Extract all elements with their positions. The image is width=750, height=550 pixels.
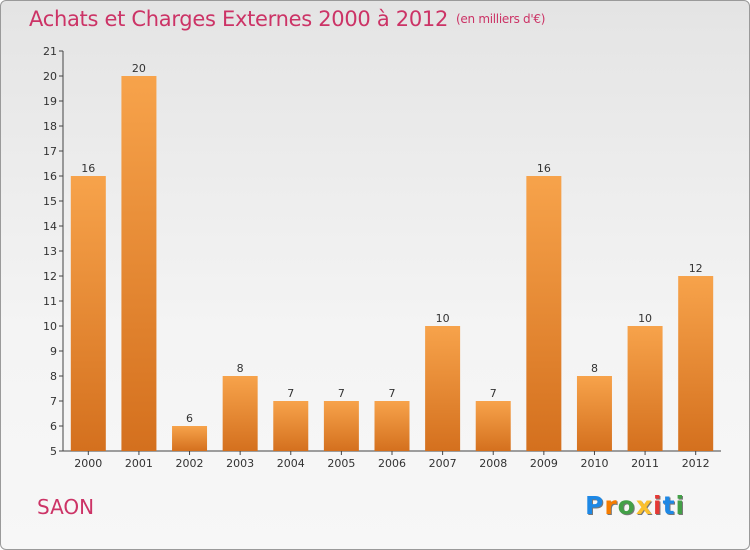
chart-subtitle: (en milliers d'€) xyxy=(456,12,546,26)
bar-value-label: 7 xyxy=(338,387,345,400)
bar-value-label: 8 xyxy=(237,362,244,375)
bar-value-label: 16 xyxy=(81,162,95,175)
logo-letter: i xyxy=(653,491,663,520)
logo-letter: t xyxy=(662,491,676,520)
bar-value-label: 6 xyxy=(186,412,193,425)
logo-letter: P xyxy=(585,491,605,520)
x-tick-label: 2000 xyxy=(74,457,102,470)
bar xyxy=(70,176,106,451)
bar-value-label: 16 xyxy=(537,162,551,175)
y-tick-label: 21 xyxy=(43,45,57,58)
y-tick-label: 20 xyxy=(43,70,57,83)
axes: 5 6 7 8 9 10 11 12 13 14 15 16 17 18 19 20 21 2000 2001 200… xyxy=(43,45,721,470)
y-tick-label: 19 xyxy=(43,95,57,108)
place-name: SAON xyxy=(37,495,95,519)
bar xyxy=(576,376,612,451)
bars xyxy=(70,76,714,451)
logo-letter: r xyxy=(604,491,618,520)
x-tick-label: 2005 xyxy=(327,457,355,470)
bar xyxy=(273,401,309,451)
y-tick-label: 17 xyxy=(43,145,57,158)
y-tick-label: 11 xyxy=(43,295,57,308)
chart-title-text: Achats et Charges Externes 2000 à 2012 xyxy=(29,7,449,31)
bar xyxy=(323,401,359,451)
x-tick-label: 2002 xyxy=(176,457,204,470)
bar xyxy=(374,401,410,451)
x-tick-label: 2006 xyxy=(378,457,406,470)
x-tick-label: 2009 xyxy=(530,457,558,470)
y-tick-label: 6 xyxy=(50,420,57,433)
bar-value-label: 20 xyxy=(132,62,146,75)
x-tick-label: 2007 xyxy=(429,457,457,470)
bar-value-label: 7 xyxy=(287,387,294,400)
x-tick-label: 2012 xyxy=(682,457,710,470)
x-tick-label: 2010 xyxy=(580,457,608,470)
logo-letter: i xyxy=(675,491,686,520)
proxiti-logo[interactable]: Proxiti xyxy=(585,491,685,520)
y-tick-label: 13 xyxy=(43,245,57,258)
x-tick-label: 2011 xyxy=(631,457,659,470)
bar xyxy=(627,326,663,451)
bar xyxy=(121,76,157,451)
x-tick-label: 2001 xyxy=(125,457,153,470)
y-tick-label: 5 xyxy=(50,445,57,458)
bar xyxy=(678,276,714,451)
y-tick-label: 14 xyxy=(43,220,57,233)
bar xyxy=(526,176,562,451)
bar-labels: 16 20 6 8 7 7 7 10 7 16 8 10 12 xyxy=(81,62,702,425)
bar xyxy=(172,426,208,451)
chart-title: Achats et Charges Externes 2000 à 2012 (e… xyxy=(29,7,545,31)
bar-value-label: 12 xyxy=(689,262,703,275)
x-tick-label: 2008 xyxy=(479,457,507,470)
y-tick-label: 8 xyxy=(50,370,57,383)
bar-value-label: 7 xyxy=(389,387,396,400)
bar-value-label: 8 xyxy=(591,362,598,375)
logo-letter: x xyxy=(635,491,653,520)
y-tick-label: 7 xyxy=(50,395,57,408)
y-tick-label: 9 xyxy=(50,345,57,358)
x-tick-label: 2004 xyxy=(277,457,305,470)
bar xyxy=(222,376,258,451)
y-tick-label: 15 xyxy=(43,195,57,208)
bar-value-label: 7 xyxy=(490,387,497,400)
bar-value-label: 10 xyxy=(638,312,652,325)
y-tick-label: 12 xyxy=(43,270,57,283)
y-tick-label: 10 xyxy=(43,320,57,333)
y-tick-label: 18 xyxy=(43,120,57,133)
x-tick-label: 2003 xyxy=(226,457,254,470)
bar xyxy=(475,401,511,451)
bar-value-label: 10 xyxy=(436,312,450,325)
logo-letter: o xyxy=(617,491,636,520)
y-tick-label: 16 xyxy=(43,170,57,183)
bar xyxy=(425,326,461,451)
